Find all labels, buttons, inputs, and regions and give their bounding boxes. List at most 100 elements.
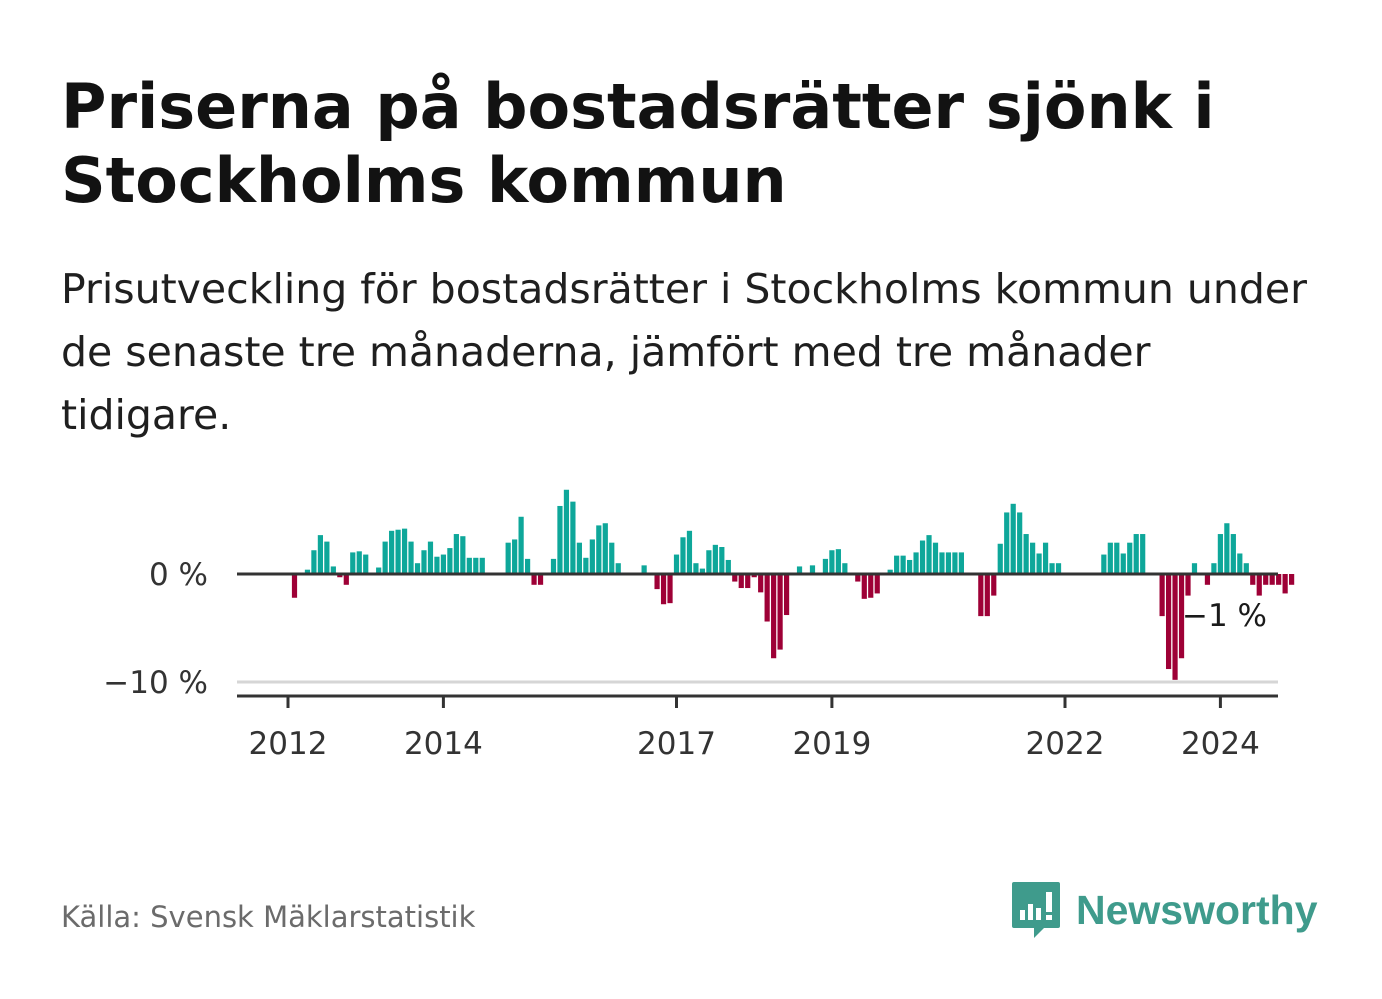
bar xyxy=(1004,512,1010,574)
bar xyxy=(343,574,349,585)
bar xyxy=(550,558,557,574)
bar xyxy=(855,574,861,582)
bar xyxy=(408,541,414,574)
bar xyxy=(667,574,673,604)
bar xyxy=(984,574,990,617)
bar xyxy=(693,563,699,574)
bar xyxy=(447,548,453,574)
bar xyxy=(382,541,388,574)
bar xyxy=(1010,503,1016,574)
bar xyxy=(518,516,524,574)
bar xyxy=(958,552,964,574)
bar xyxy=(479,557,485,574)
bar xyxy=(589,539,595,574)
bar xyxy=(453,534,459,574)
bar xyxy=(835,549,841,574)
bar xyxy=(1023,534,1029,574)
bar xyxy=(1107,542,1113,574)
bar xyxy=(324,541,330,574)
bar xyxy=(680,537,686,574)
bar xyxy=(291,574,298,598)
bar xyxy=(978,574,984,617)
bar xyxy=(751,574,757,578)
bar xyxy=(1217,534,1223,574)
bar xyxy=(1243,563,1249,574)
bar xyxy=(389,530,395,574)
bar xyxy=(796,566,803,574)
bar xyxy=(861,574,867,599)
newsworthy-logo-icon xyxy=(1012,882,1060,938)
bar xyxy=(1172,574,1178,680)
bar xyxy=(602,523,608,574)
bar xyxy=(317,535,323,574)
bar xyxy=(570,501,576,574)
bar xyxy=(1101,554,1107,574)
bar xyxy=(1017,512,1023,574)
bar xyxy=(991,574,997,596)
bar xyxy=(615,563,621,574)
bar xyxy=(1042,542,1049,574)
bar xyxy=(1289,574,1295,585)
bar xyxy=(1159,574,1165,617)
bar xyxy=(919,540,926,574)
bar xyxy=(350,552,356,574)
x-tick-label: 2019 xyxy=(792,726,871,762)
bar xyxy=(913,552,919,574)
x-tick-label: 2014 xyxy=(404,726,483,762)
bar xyxy=(414,563,421,574)
bar xyxy=(576,542,582,574)
bar xyxy=(1127,542,1133,574)
bar xyxy=(440,554,447,574)
bar xyxy=(686,530,693,574)
bar xyxy=(1282,574,1288,594)
bar xyxy=(725,559,731,574)
bar xyxy=(473,557,479,574)
bar xyxy=(758,574,764,593)
bar xyxy=(1049,563,1055,574)
bar xyxy=(583,557,589,574)
axes xyxy=(237,572,1278,708)
chart-title: Priserna på bostadsrätter sjönk i Stockh… xyxy=(61,70,1215,217)
bar xyxy=(427,541,434,574)
bar xyxy=(907,559,913,574)
bar xyxy=(738,574,744,589)
bar xyxy=(311,550,317,574)
bar xyxy=(466,557,472,574)
bar xyxy=(337,574,343,578)
bar xyxy=(777,574,783,650)
bar xyxy=(842,563,848,574)
x-tick-label: 2017 xyxy=(637,726,716,762)
bar xyxy=(609,542,615,574)
bar xyxy=(997,543,1003,574)
bar xyxy=(1224,523,1230,574)
bar xyxy=(1269,574,1275,585)
bar xyxy=(524,558,531,574)
bar xyxy=(952,552,958,574)
y-tick-label: −10 % xyxy=(103,665,208,701)
bar xyxy=(434,556,440,574)
bar xyxy=(894,555,900,574)
bar xyxy=(596,525,602,574)
bar xyxy=(641,565,647,574)
bar xyxy=(1250,574,1256,585)
bar xyxy=(1055,563,1062,574)
bar xyxy=(1178,574,1185,659)
bar xyxy=(829,550,835,574)
bar xyxy=(1263,574,1269,585)
bar xyxy=(874,574,880,594)
bar xyxy=(660,574,667,605)
bar xyxy=(1036,553,1042,574)
logo-text: Newsworthy xyxy=(1076,886,1318,933)
bar xyxy=(868,574,874,598)
bar xyxy=(421,550,427,574)
newsworthy-logo[interactable]: Newsworthy xyxy=(1010,878,1318,942)
bar xyxy=(771,574,777,659)
bar xyxy=(537,574,544,585)
bars xyxy=(291,489,1295,680)
bar xyxy=(699,568,706,574)
bar xyxy=(712,544,718,574)
bar xyxy=(654,574,660,590)
bar xyxy=(939,552,945,574)
bar xyxy=(783,574,790,616)
